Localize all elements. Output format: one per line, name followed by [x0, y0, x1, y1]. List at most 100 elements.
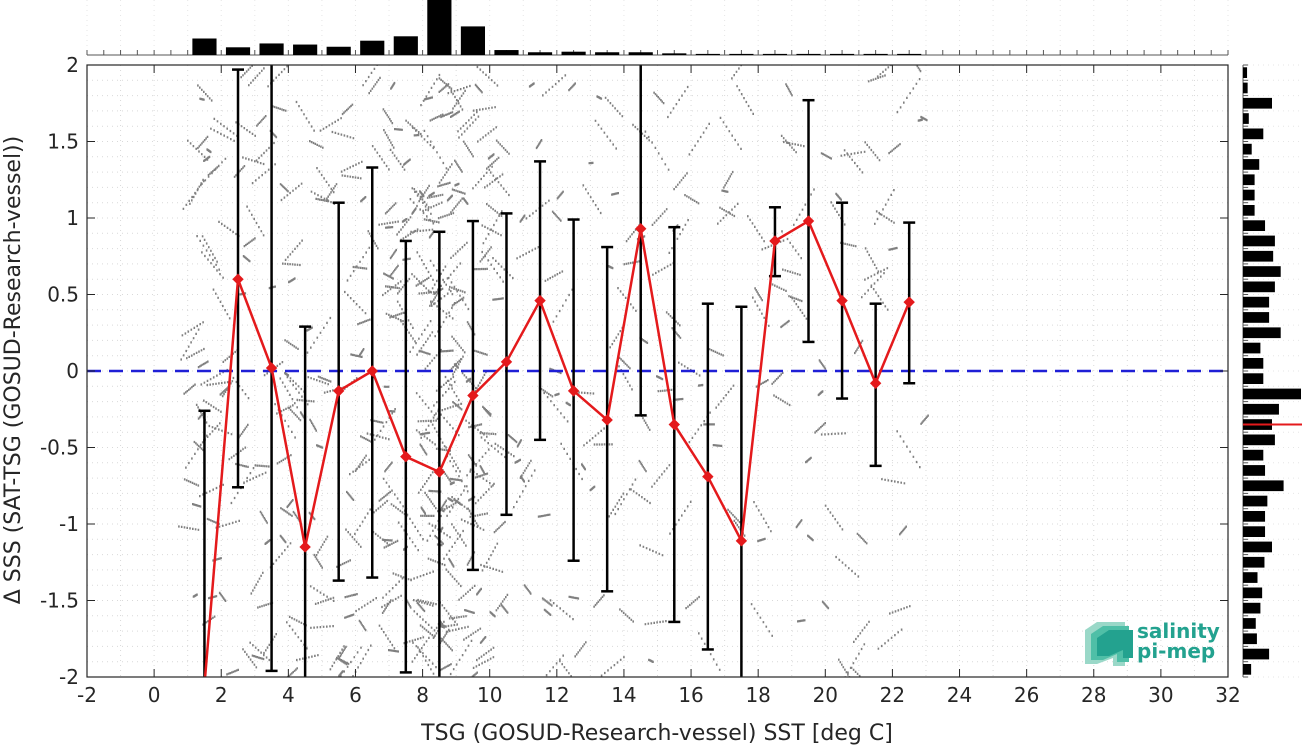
x-tick-labels: -2 0 2 4 6 8 10 12 14 16 18 20 22 24 26 28 30 32	[77, 683, 1241, 707]
mean-point	[265, 362, 278, 374]
right-hist-bar	[1243, 663, 1252, 675]
scatter-cloud	[178, 65, 929, 677]
right-hist-bar	[1243, 250, 1274, 262]
top-hist-bar	[259, 43, 284, 55]
right-hist-bar	[1243, 266, 1281, 277]
binned-mean-series	[199, 215, 915, 690]
mean-point	[366, 365, 378, 377]
top-hist-bar	[393, 36, 418, 55]
x-tick-label: 0	[148, 683, 161, 707]
right-hist-bar	[1243, 174, 1255, 186]
x-tick-label: 30	[1148, 683, 1173, 707]
right-histogram	[1242, 64, 1302, 678]
x-tick-label: 2	[215, 683, 228, 707]
mean-point	[433, 466, 446, 478]
top-hist-bar	[527, 52, 553, 55]
top-hist-bar	[729, 53, 754, 55]
right-hist-bar	[1243, 327, 1281, 339]
x-tick-label: 28	[1081, 683, 1106, 707]
mean-point	[702, 470, 714, 483]
right-hist-bar	[1243, 618, 1256, 629]
top-hist-bar	[595, 52, 620, 55]
top-hist-bar	[863, 53, 888, 55]
mean-point	[802, 215, 815, 227]
axes-frame	[86, 64, 1229, 678]
right-hist-bar	[1243, 312, 1270, 323]
error-bar	[198, 409, 211, 677]
mean-point	[903, 296, 915, 308]
top-hist-bar	[427, 0, 452, 55]
y-tick-label: 1	[66, 206, 79, 230]
right-hist-bar	[1243, 403, 1279, 415]
error-bar	[433, 230, 446, 677]
right-hist-bar	[1243, 510, 1266, 522]
right-hist-bar	[1243, 587, 1263, 599]
mean-point	[601, 414, 613, 426]
mean-point	[199, 680, 209, 690]
logo-line1: salinity	[1137, 619, 1220, 643]
right-hist-bar	[1243, 388, 1301, 400]
x-tick-label: 18	[745, 683, 770, 707]
right-hist-bar	[1243, 189, 1255, 201]
logo: salinity pi-mep	[1085, 619, 1220, 666]
top-hist-bar	[293, 44, 318, 55]
right-hist-bar	[1243, 296, 1270, 308]
right-hist-bar	[1243, 357, 1264, 369]
top-hist-bar	[494, 50, 519, 55]
right-hist-bar	[1243, 633, 1257, 645]
x-tick-label: 8	[416, 683, 429, 707]
right-hist-bar	[1243, 220, 1266, 232]
right-hist-bar	[1243, 113, 1249, 124]
top-hist-bar	[796, 53, 821, 55]
y-axis-label: Δ SSS (SAT-TSG (GOSUD-Research-vessel))	[1, 136, 26, 604]
x-tick-label: 20	[813, 683, 838, 707]
top-hist-bar	[192, 38, 217, 55]
top-hist-bar	[662, 53, 687, 55]
mean-point	[534, 294, 546, 307]
x-tick-label: 14	[611, 683, 636, 707]
error-bar	[735, 305, 748, 677]
mean-line	[203, 219, 911, 677]
mean-point	[400, 450, 412, 463]
top-hist-bar	[762, 53, 788, 55]
right-hist-bar	[1243, 449, 1264, 461]
right-hist-bar	[1243, 235, 1275, 247]
right-hist-bar	[1243, 648, 1270, 660]
right-hist-bar	[1243, 434, 1275, 446]
top-hist-bar	[829, 53, 855, 55]
x-tick-label: 16	[678, 683, 703, 707]
right-hist-bar	[1243, 82, 1248, 94]
x-tick-label: 32	[1215, 683, 1240, 707]
right-hist-bar	[1243, 465, 1266, 476]
mean-point	[869, 377, 882, 389]
right-hist-bar	[1243, 128, 1264, 140]
mean-point	[332, 385, 345, 397]
mean-point	[467, 389, 479, 402]
top-hist-bar	[326, 46, 351, 55]
x-tick-label: 24	[947, 683, 972, 707]
right-hist-bar	[1243, 204, 1255, 216]
logo-line2: pi-mep	[1137, 639, 1215, 663]
x-tick-label: 12	[544, 683, 569, 707]
error-bar	[634, 65, 647, 417]
right-hist-bar	[1243, 572, 1258, 583]
x-tick-label: 4	[282, 683, 295, 707]
right-hist-bar	[1243, 97, 1272, 109]
mean-point	[232, 273, 244, 285]
mean-point	[299, 541, 311, 553]
x-tick-label: 6	[349, 683, 362, 707]
x-tick-label: 26	[1014, 683, 1039, 707]
right-hist-bar	[1243, 373, 1264, 385]
right-hist-bar	[1243, 143, 1252, 155]
wave-logo-icon	[1085, 622, 1133, 666]
x-tick-label: 10	[477, 683, 502, 707]
right-hist-bar	[1243, 526, 1266, 538]
top-hist-bar	[695, 53, 720, 55]
right-hist-bar	[1243, 602, 1261, 614]
y-tick-label: -1.5	[40, 589, 79, 613]
y-tick-label: 1.5	[47, 130, 79, 154]
top-hist-bar	[561, 51, 586, 55]
mean-point	[567, 385, 580, 397]
right-hist-bar	[1243, 281, 1275, 293]
